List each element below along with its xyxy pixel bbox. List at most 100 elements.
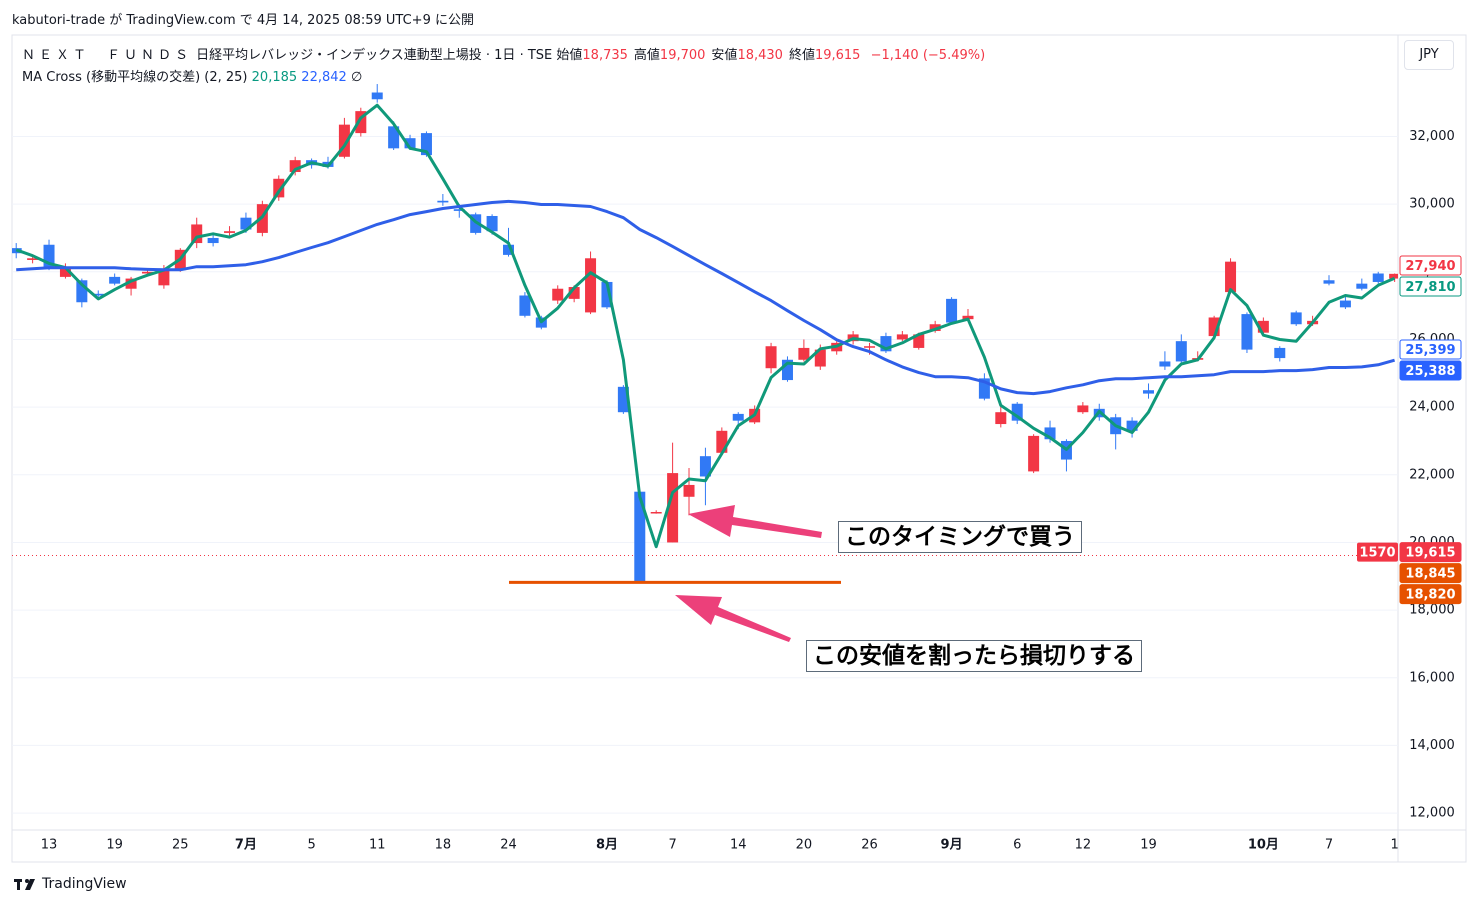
price-label-box	[1399, 276, 1462, 297]
x-tick-label: 13	[41, 838, 58, 853]
x-tick-label: 10月	[1248, 838, 1279, 853]
candle-body	[371, 92, 383, 100]
ma-line	[16, 199, 1396, 396]
x-tick-label: 14	[730, 838, 747, 853]
candle-body	[437, 200, 449, 203]
candle-body	[634, 491, 646, 582]
candle-body	[929, 324, 941, 332]
indicator: MA Cross (移動平均線の交差) (2, 25)	[22, 70, 248, 85]
candle-body	[1077, 405, 1089, 413]
candle-body	[962, 315, 974, 320]
x-tick-label: 20	[796, 838, 813, 853]
candle-body	[503, 244, 515, 255]
ohlc-value: 19,615	[814, 48, 861, 63]
candle-body	[1225, 261, 1237, 293]
ohlc-value: 18,430	[737, 48, 783, 63]
candle-body	[1290, 312, 1302, 325]
y-tick-label: 30,000	[1409, 197, 1455, 212]
candle-body	[585, 258, 597, 313]
candle-body	[43, 244, 55, 269]
candle-body	[420, 133, 432, 156]
x-tick-label: 11	[369, 838, 386, 853]
y-tick-label: 12,000	[1409, 806, 1455, 821]
candle-body	[92, 293, 104, 296]
ohlc-label: 安値	[711, 48, 738, 63]
candle-body	[453, 209, 465, 211]
plot-area	[12, 84, 1398, 584]
candle-body	[781, 359, 793, 381]
publisher: kabutori-trade が TradingView.com で 4月 14…	[12, 13, 474, 28]
y-tick-label: 22,000	[1409, 467, 1455, 482]
candle-body	[240, 217, 252, 230]
candle-body	[388, 126, 400, 149]
candle-body	[1372, 273, 1384, 282]
candle-body	[125, 278, 137, 289]
symbol: ＮＥＸＴ ＦＵＮＤＳ	[22, 48, 193, 63]
x-tick-label: 5	[307, 838, 315, 853]
price-label: 27,810	[1405, 280, 1455, 295]
candle-body	[552, 288, 564, 301]
candle-body	[1389, 273, 1398, 279]
candle-body	[1339, 300, 1351, 308]
candle-body	[1175, 341, 1187, 362]
candle-body	[1356, 283, 1368, 289]
candle-body	[158, 268, 170, 286]
candle-body	[1011, 403, 1023, 421]
x-tick-label: 7月	[235, 838, 257, 853]
arrow	[675, 595, 791, 642]
y-tick-label: 18,000	[1409, 603, 1455, 618]
candle-body	[814, 349, 826, 367]
candle-body	[1126, 420, 1138, 431]
axes: 12,00014,00016,00018,00020,00022,00024,0…	[41, 129, 1462, 853]
candle-body	[59, 266, 71, 277]
symbol-desc: 日経平均レバレッジ・インデックス連動型上場投 · 1日 · TSE	[196, 48, 553, 63]
annotation: このタイミングで買う	[838, 521, 1082, 553]
annotation: この安値を割ったら損切りする	[806, 640, 1142, 672]
y-tick-label: 24,000	[1409, 400, 1455, 415]
currency-button[interactable]: JPY	[1404, 40, 1454, 70]
x-tick-label: 12	[1075, 838, 1092, 853]
candle-body	[191, 224, 203, 244]
x-tick-label: 19	[1140, 838, 1157, 853]
candle-body	[1257, 320, 1269, 333]
candle-body	[1159, 361, 1171, 367]
arrow	[688, 505, 822, 538]
price-tag-box	[1357, 542, 1398, 562]
ohlc-label: 高値	[633, 48, 660, 63]
candle-body	[355, 111, 367, 134]
candle-body	[732, 413, 744, 421]
x-tick-label: 9月	[941, 838, 963, 853]
indicator-legend: MA Cross (移動平均線の交差) (2, 25) 20,185 22,84…	[22, 66, 362, 85]
candle-body	[1208, 317, 1220, 337]
candle-body	[1028, 435, 1040, 472]
ohlc-label: 終値	[788, 48, 815, 63]
candle-body	[273, 178, 285, 198]
candle-body	[519, 295, 531, 316]
chart-frame	[11, 34, 1467, 863]
ma-line	[15, 103, 1396, 549]
candle-body	[76, 280, 88, 303]
x-tick-label: 19	[106, 838, 123, 853]
candle-body	[617, 386, 629, 413]
x-tick-label: 6	[1013, 838, 1021, 853]
candle-body	[1044, 427, 1056, 440]
candle-body	[667, 473, 679, 543]
candle-body	[1241, 314, 1253, 350]
price-tag: 1570	[1359, 546, 1395, 561]
candle-body	[1323, 280, 1335, 284]
price-label-box	[1399, 542, 1462, 563]
candle-body	[486, 215, 498, 232]
price-label-box	[1399, 563, 1462, 584]
x-tick-label: 18	[435, 838, 452, 853]
candle-body	[995, 412, 1007, 425]
y-tick-label: 32,000	[1409, 129, 1455, 144]
candle-body	[683, 484, 695, 497]
candle-body	[568, 287, 580, 299]
candle-body	[946, 298, 958, 323]
footer: TradingView	[42, 876, 127, 892]
candle-body	[699, 456, 711, 477]
symbol-legend: ＮＥＸＴ ＦＵＮＤＳ 日経平均レバレッジ・インデックス連動型上場投 · 1日 ·…	[22, 44, 985, 63]
candle-body	[1142, 390, 1154, 394]
candle-body	[338, 124, 350, 157]
